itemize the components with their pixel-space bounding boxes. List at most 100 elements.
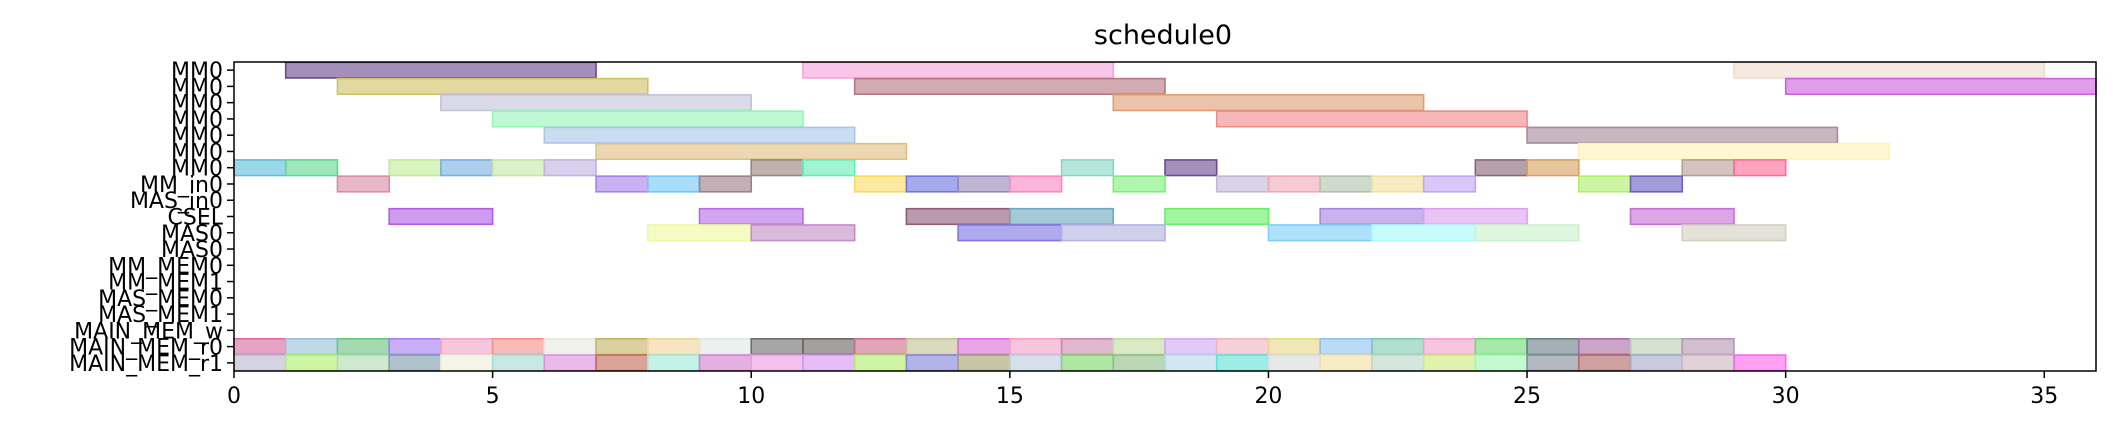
gantt-bar (336, 337, 390, 356)
gantt-bar (543, 337, 597, 356)
y-tick-label: CSEL (168, 206, 224, 231)
gantt-bar (1681, 224, 1787, 242)
gantt-bar (1164, 207, 1270, 226)
y-tick-label: MAIN_MEM_w (74, 319, 223, 344)
x-tick-label: 5 (486, 384, 500, 409)
gantt-bar (1422, 175, 1477, 193)
gantt-bar (1215, 175, 1270, 193)
gantt-bar (1371, 354, 1425, 372)
gantt-bar (543, 354, 597, 372)
gantt-bar (440, 159, 494, 177)
gantt-bar (1681, 354, 1735, 372)
gantt-bar (1577, 175, 1632, 193)
x-tick-label: 25 (1513, 384, 1541, 409)
gantt-bar (1267, 175, 1321, 193)
gantt-bar (1164, 337, 1218, 356)
gantt-bar (905, 207, 1011, 226)
gantt-bar (646, 224, 753, 242)
gantt-bar (1422, 207, 1528, 226)
gantt-bar (853, 175, 908, 193)
y-axis: MM0MM0MM0MM0MM0MM0MM0MM_in0MAS_in0CSELMA… (69, 59, 234, 377)
gantt-bar (1164, 159, 1218, 177)
gantt-bar (491, 159, 546, 177)
y-tick-label: MM_MEM1 (108, 271, 223, 296)
gantt-bar (1526, 354, 1580, 372)
gantt-bar (284, 61, 597, 79)
gantt-bar (1422, 337, 1477, 356)
gantt-bar (388, 354, 442, 372)
gantt-bar (1319, 175, 1373, 193)
gantt-bar (1215, 110, 1528, 128)
gantt-bar (1526, 126, 1839, 144)
gantt-bar (802, 61, 1115, 79)
y-tick-label: MAS0 (161, 222, 223, 247)
gantt-bar (595, 175, 649, 193)
gantt-bar (1784, 77, 2097, 96)
gantt-bar (1577, 337, 1632, 356)
gantt-bar (491, 110, 804, 128)
gantt-bar (1526, 159, 1580, 177)
gantt-bar (440, 94, 753, 112)
gantt-bar (336, 77, 649, 96)
gantt-bar (1733, 159, 1787, 177)
gantt-bar (1474, 354, 1528, 372)
x-tick-label: 0 (227, 384, 241, 409)
gantt-bar (853, 354, 908, 372)
gantt-bar (1629, 175, 1684, 193)
gantt-bar (905, 354, 959, 372)
gantt-bar (1681, 337, 1735, 356)
gantt-bar (1060, 354, 1115, 372)
gantt-bar (1060, 224, 1166, 242)
gantt-bar (1009, 337, 1063, 356)
gantt-bar (905, 337, 959, 356)
gantt-bar (336, 175, 390, 193)
gantt-bar (646, 175, 701, 193)
gantt-bar (646, 337, 701, 356)
gantt-bar (1474, 337, 1528, 356)
gantt-bar (336, 354, 390, 372)
y-tick-label: MM0 (171, 92, 223, 117)
gantt-bar (1267, 224, 1373, 242)
gantt-bar (1060, 159, 1115, 177)
gantt-bar (543, 159, 597, 177)
gantt-bar (1371, 337, 1425, 356)
gantt-bar (698, 337, 753, 356)
x-tick-label: 30 (1772, 384, 1800, 409)
gantt-bar (750, 224, 856, 242)
y-tick-label: MM_in0 (140, 173, 223, 198)
gantt-bar (1112, 175, 1166, 193)
gantt-bar (957, 337, 1011, 356)
x-tick-label: 15 (996, 384, 1024, 409)
gantt-bar (1112, 337, 1166, 356)
gantt-bar (491, 354, 546, 372)
gantt-bar (595, 354, 649, 372)
gantt-bar (1267, 337, 1321, 356)
gantt-bar (1319, 354, 1373, 372)
y-tick-label: MAS_in0 (130, 189, 223, 214)
gantt-bar (750, 337, 804, 356)
gantt-bar (1681, 159, 1735, 177)
gantt-bar (698, 207, 804, 226)
gantt-bar (440, 337, 494, 356)
gantt-bar (1371, 175, 1425, 193)
y-tick-label: MM0 (171, 108, 223, 133)
gantt-bar (905, 175, 959, 193)
y-tick-label: MAIN_MEM_r0 (69, 336, 223, 361)
gantt-bar (1371, 224, 1477, 242)
gantt-bar (802, 354, 856, 372)
gantt-bar (440, 354, 494, 372)
y-tick-label: MAS_MEM0 (98, 287, 223, 312)
gantt-bar (853, 337, 908, 356)
gantt-bar (284, 337, 339, 356)
y-tick-label: MAS_MEM1 (98, 303, 223, 328)
gantt-bar (750, 354, 804, 372)
x-axis: 0 5 10 15 20 25 30 35 (227, 371, 2058, 409)
gantt-bar (1009, 175, 1063, 193)
gantt-bar (543, 126, 856, 144)
gantt-bar (388, 337, 442, 356)
gantt-bar (1215, 337, 1270, 356)
bar-layer (233, 61, 2097, 372)
y-tick-label: MM_MEM0 (108, 254, 223, 279)
gantt-bar (233, 354, 287, 372)
